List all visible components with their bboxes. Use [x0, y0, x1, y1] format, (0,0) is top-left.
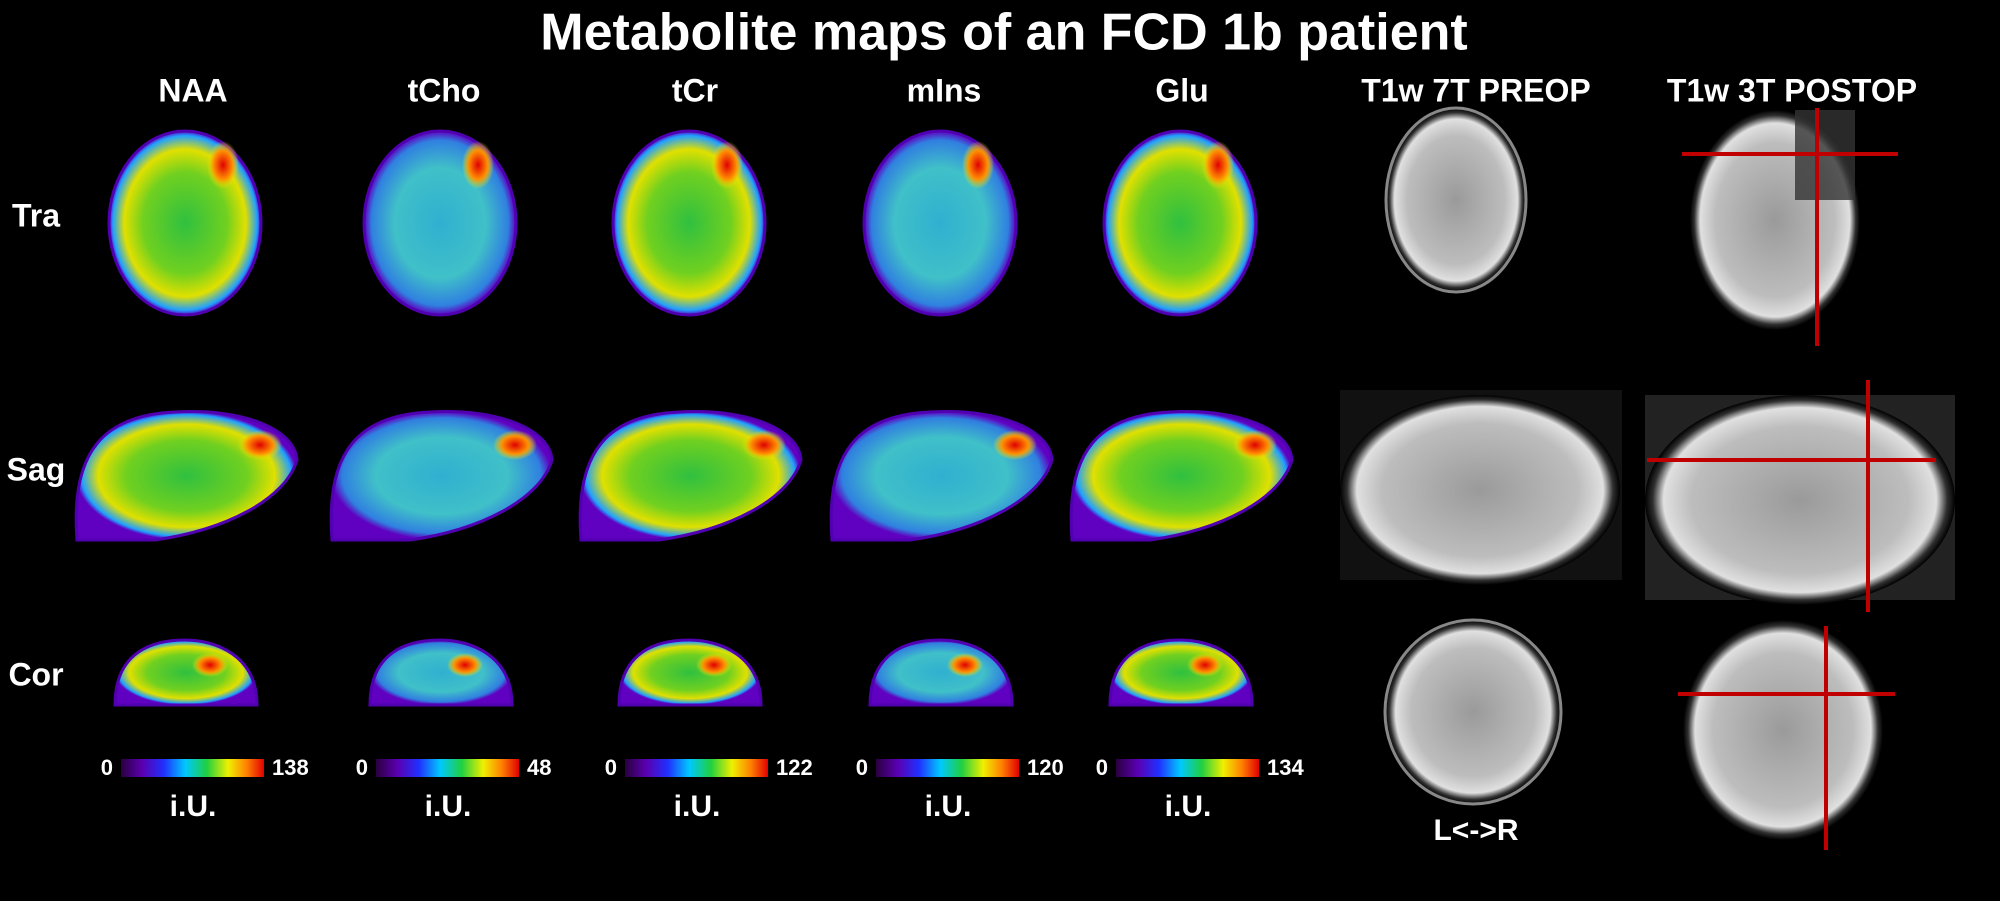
hotspot	[696, 653, 732, 677]
mri-coronal	[1683, 620, 1883, 840]
colorbar	[121, 759, 264, 777]
hotspot	[1187, 653, 1223, 677]
column-header: Glu	[1155, 72, 1208, 108]
mri-coronal	[1383, 618, 1563, 806]
row-label: Sag	[7, 451, 66, 487]
colorbar-max: 120	[1027, 755, 1064, 780]
hotspot	[711, 141, 743, 189]
hotspot	[447, 653, 483, 677]
colorbar	[1116, 759, 1259, 777]
colorbar-max: 134	[1267, 755, 1304, 780]
colorbar-min: 0	[101, 755, 113, 780]
colorbar-min: 0	[856, 755, 868, 780]
hotspot	[192, 653, 228, 677]
unit-label: i.U.	[170, 790, 217, 823]
coronal-map	[113, 638, 259, 707]
row-label: Cor	[8, 656, 63, 692]
mri-sagittal-head	[1340, 395, 1620, 585]
unit-label: i.U.	[425, 790, 472, 823]
colorbar-max: 138	[272, 755, 309, 780]
unit-label: i.U.	[1165, 790, 1212, 823]
row-label: Tra	[12, 197, 60, 233]
column-header: T1w 3T POSTOP	[1667, 72, 1917, 108]
hotspot	[207, 141, 239, 189]
orientation-note: L<->R	[1433, 814, 1518, 847]
mri-transverse	[1384, 106, 1528, 294]
hotspot	[238, 430, 282, 460]
column-header: T1w 7T PREOP	[1361, 72, 1590, 108]
hotspot	[993, 430, 1037, 460]
hotspot	[742, 430, 786, 460]
colorbar	[376, 759, 519, 777]
unit-label: i.U.	[925, 790, 972, 823]
colorbar	[625, 759, 768, 777]
column-header: mIns	[907, 72, 982, 108]
hotspot	[1202, 141, 1234, 189]
hotspot	[493, 430, 537, 460]
column-header: tCr	[672, 72, 718, 108]
column-header: NAA	[158, 72, 227, 108]
colorbar-min: 0	[605, 755, 617, 780]
colorbar	[876, 759, 1019, 777]
column-header: tCho	[408, 72, 481, 108]
colorbar-min: 0	[356, 755, 368, 780]
hotspot	[1233, 430, 1277, 460]
mri-sagittal	[1645, 395, 1955, 605]
hotspot	[462, 141, 494, 189]
colorbar-min: 0	[1096, 755, 1108, 780]
coronal-map	[368, 638, 514, 707]
unit-label: i.U.	[674, 790, 721, 823]
coronal-map	[868, 638, 1014, 707]
coronal-map	[617, 638, 763, 707]
coronal-map	[1108, 638, 1254, 707]
title: Metabolite maps of an FCD 1b patient	[540, 4, 1467, 62]
colorbar-max: 122	[776, 755, 813, 780]
hotspot	[947, 653, 983, 677]
colorbar-max: 48	[527, 755, 551, 780]
hotspot	[962, 141, 994, 189]
